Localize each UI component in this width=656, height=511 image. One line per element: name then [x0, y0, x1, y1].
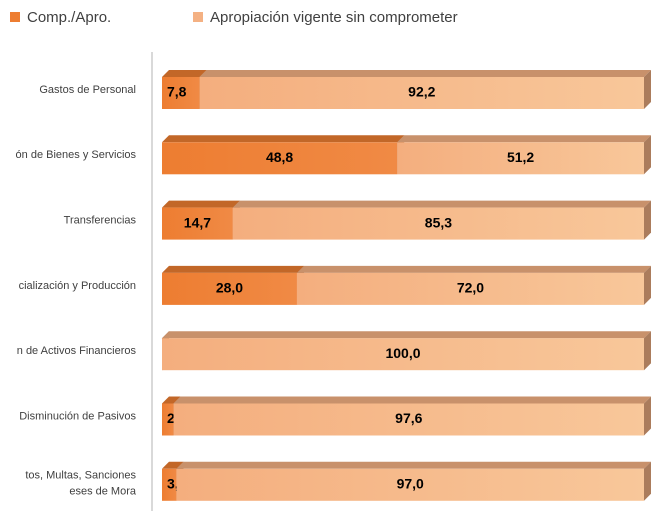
bar: [199, 77, 644, 109]
bar-top: [296, 265, 651, 273]
bar: [162, 468, 177, 501]
bar: [162, 403, 174, 436]
legend-swatch: [10, 12, 20, 22]
y-tick-label: Disminución de Pasivos: [19, 410, 136, 422]
data-label: 97,6: [395, 410, 422, 426]
data-label: 97,0: [397, 476, 424, 492]
data-label: 51,2: [507, 149, 534, 165]
bar: [176, 468, 644, 501]
bar-top: [162, 331, 651, 339]
bar-side: [644, 265, 651, 305]
bar: [232, 207, 644, 240]
bar: [162, 338, 644, 371]
legend-swatch: [193, 12, 203, 22]
bar-top: [162, 396, 181, 404]
bar-top: [162, 461, 184, 469]
bar: [162, 142, 398, 175]
data-label: 72,0: [457, 280, 484, 296]
y-tick-label: Gastos de Personal: [39, 84, 136, 96]
bar: [296, 272, 644, 305]
bar-top: [232, 200, 651, 208]
bar: [162, 207, 233, 240]
bar-top: [176, 461, 651, 469]
bar-side: [644, 396, 651, 436]
bar-top: [162, 200, 240, 208]
legend-label: Comp./Apro.: [27, 9, 111, 26]
bar: [397, 142, 644, 175]
legend-label: Apropiación vigente sin comprometer: [210, 9, 458, 26]
bar-side: [644, 331, 651, 371]
y-tick-label: tos, Multas, Sanciones: [25, 470, 136, 482]
bar-side: [644, 200, 651, 240]
bar: [173, 403, 644, 436]
y-tick-label: cialización y Producción: [19, 280, 136, 292]
data-label: 28,0: [216, 280, 243, 296]
data-label: 85,3: [425, 214, 452, 230]
bar-top: [397, 135, 651, 143]
data-label: 14,7: [184, 214, 211, 230]
y-tick-label: Transferencias: [64, 215, 137, 227]
data-label: 92,2: [408, 84, 435, 100]
bar-side: [644, 70, 651, 109]
bar-top: [162, 135, 405, 143]
bar-side: [644, 135, 651, 175]
bar: [162, 77, 200, 109]
data-label: 48,8: [266, 149, 293, 165]
bar-top: [199, 70, 651, 77]
data-label: 7,8: [167, 84, 187, 100]
y-tick-label: n de Activos Financieros: [17, 345, 137, 357]
data-label: 100,0: [385, 345, 420, 361]
bar-top: [162, 70, 207, 77]
bar-top: [173, 396, 651, 404]
bar-top: [162, 265, 304, 273]
bar-side: [644, 461, 651, 501]
bar: [162, 272, 297, 305]
y-tick-label: eses de Mora: [69, 486, 137, 498]
y-tick-label: ón de Bienes y Servicios: [16, 149, 137, 161]
